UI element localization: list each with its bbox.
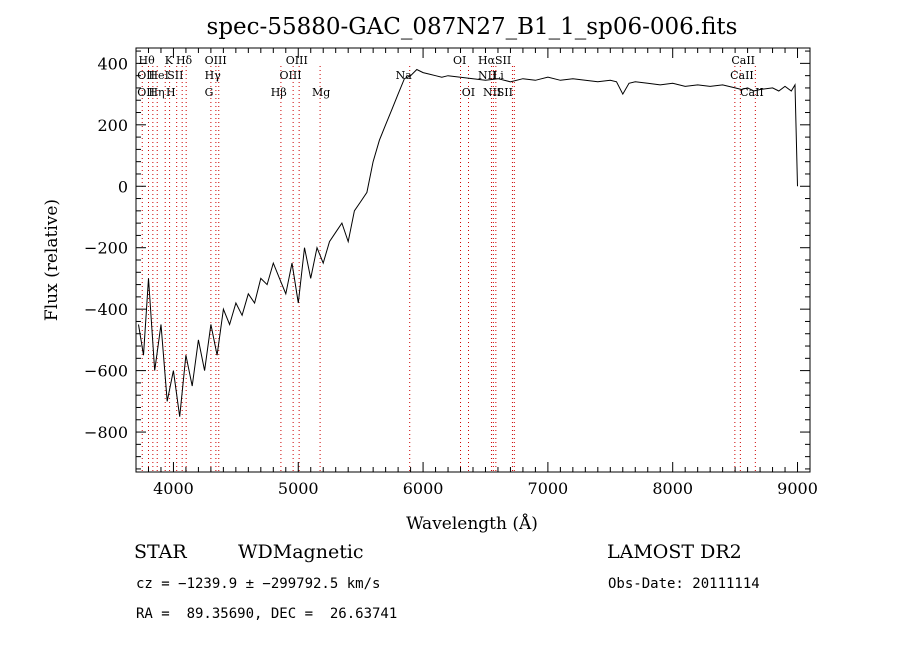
emission-line-label: OII [137,86,155,99]
emission-line-label: OI [453,54,466,67]
axis-tick-labels: 4000 5000 6000 7000 8000 9000−800−600−400−200… [84,54,818,498]
y-tick-label: 400 [97,54,128,73]
emission-line-label: OIII [280,69,302,82]
observation-date: Obs-Date: 20111114 [608,576,760,592]
x-tick-label: 9000 [777,479,818,498]
emission-line-label: HeI [148,69,168,82]
emission-line-label: CaII [731,54,755,67]
y-tick-label: 0 [118,177,128,196]
emission-line-label: SII [167,69,183,82]
x-tick-label: 6000 [403,479,444,498]
emission-line-label: G [205,86,214,99]
y-tick-label: −200 [84,239,128,258]
y-tick-label: −400 [84,300,128,319]
redshift-cz: cz = −1239.9 ± −299792.5 km/s [136,576,381,592]
emission-line-label: Mg [312,86,330,99]
emission-line-label: Na [396,69,413,82]
emission-line-label: Hθ [138,54,155,67]
emission-line-label: OIII [205,54,227,67]
emission-line-label: Hδ [176,54,193,67]
emission-line-label: Hη [148,86,164,99]
emission-line-label: Hγ [205,69,222,82]
y-tick-label: −600 [84,362,128,381]
axis-ticks [135,48,811,472]
emission-line-label: H [166,86,176,99]
emission-line-label: NII [483,86,501,99]
y-tick-label: −800 [84,423,128,442]
emission-line-label: OI [462,86,475,99]
sky-coordinates: RA = 89.35690, DEC = 26.63741 [136,606,398,622]
y-axis-label: Flux (relative) [42,199,62,321]
plot-frame [135,47,811,473]
x-tick-label: 7000 [528,479,569,498]
emission-line-label: SII [497,86,513,99]
x-tick-label: 8000 [652,479,693,498]
emission-line-label: Li [493,69,504,82]
emission-line-label: Hβ [271,86,287,99]
emission-line-label: CaII [730,69,754,82]
emission-line-label: NII [478,69,496,82]
spectrum-series-line [138,68,798,417]
emission-line-label: K [165,54,174,67]
emission-line-label: CaII [740,86,764,99]
emission-line-label: OII [137,69,155,82]
chart-title: spec-55880-GAC_087N27_B1_1_sp06-006.fits [207,14,738,40]
y-tick-label: 200 [97,116,128,135]
x-tick-label: 4000 [153,479,194,498]
emission-line-label: HαSII [478,54,511,67]
x-tick-label: 5000 [278,479,319,498]
emission-line-label: OIII [286,54,308,67]
object-subclass: WDMagnetic [238,541,364,563]
survey-name: LAMOST DR2 [607,541,742,563]
object-class: STAR [134,541,187,563]
emission-line-markers [141,66,756,472]
x-axis-label: Wavelength (Å) [406,513,538,534]
